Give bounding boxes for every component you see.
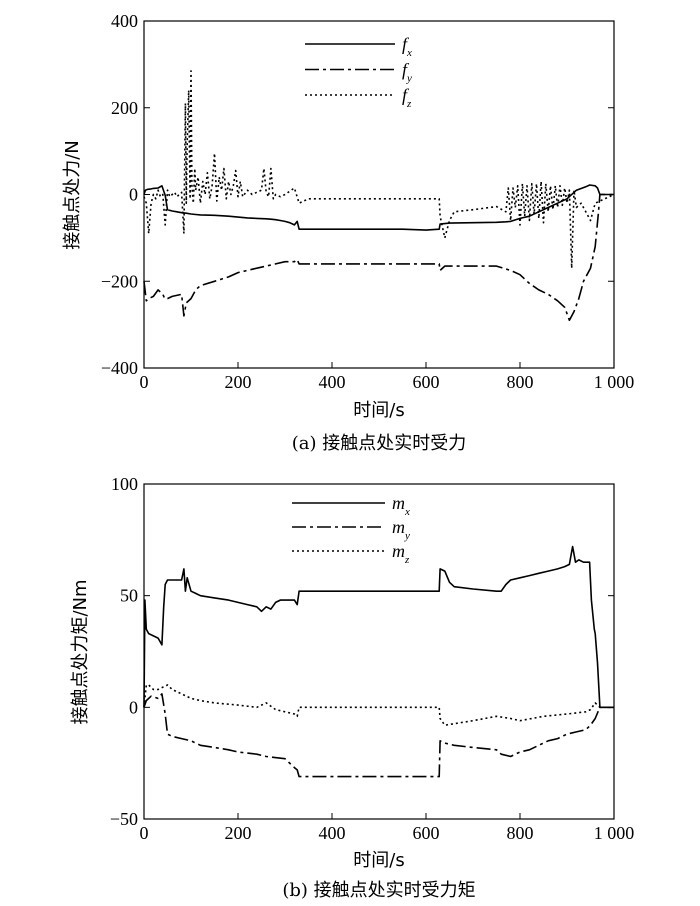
panel-b-series-mx (143, 545, 614, 709)
panel-a-y-axis-label: 接触点处力/N (62, 140, 83, 250)
panel-b-x-tick-label: 400 (319, 823, 346, 843)
panel-b-y-axis-label: 接触点处力矩/Nm (70, 579, 91, 724)
panel-a-x-tick-label: 200 (225, 372, 252, 392)
panel-b-data-layer (143, 545, 614, 778)
panel-a-plot-frame (143, 20, 615, 369)
panel-a-y-tick-label: 200 (111, 98, 138, 118)
panel-b-y-tick-label: 100 (111, 474, 138, 494)
panel-a-x-tick-label: 400 (319, 372, 346, 392)
panel-a-y-tick-label: −400 (101, 358, 138, 378)
panel-b-y-tick-label: 50 (120, 586, 138, 606)
panel-a-legend-label-fy: fy (402, 60, 412, 85)
panel-b-legend-label-mz: mz (392, 541, 410, 566)
panel-a-ticks: 0 200 400 600 800 1 000 −400 −200 0 200 400 (101, 11, 634, 392)
panel-a-y-tick-label: −200 (101, 271, 138, 291)
panel-a-y-tick-label: 400 (111, 11, 138, 31)
panel-b-x-tick-label: 1 000 (594, 823, 635, 843)
panel-b-x-tick-label: 800 (507, 823, 534, 843)
panel-b-legend-label-my: my (392, 517, 410, 542)
panel-b-series-my (143, 693, 614, 778)
panel-a-x-tick-label: 800 (507, 372, 534, 392)
panel-a-data-layer (143, 70, 615, 322)
panel-a-x-axis-label: 时间/s (353, 400, 404, 421)
panel-a-series-fy (143, 193, 614, 322)
panel-a-series-fx (143, 184, 614, 231)
panel-a-legend-label-fz: fz (402, 85, 412, 110)
panel-a-legend-label-fx: fx (402, 34, 412, 59)
panel-b-y-tick-label: −50 (110, 809, 138, 829)
panel-a-x-tick-label: 0 (140, 372, 149, 392)
panel-b-plot-frame (143, 483, 615, 820)
panel-a-x-tick-label: 1 000 (594, 372, 635, 392)
panel-b-x-tick-label: 600 (413, 823, 440, 843)
panel-b-x-axis-label: 时间/s (353, 850, 404, 871)
panel-b-x-tick-label: 0 (140, 823, 149, 843)
panel-a-y-tick-label: 0 (129, 185, 138, 205)
panel-b-legend-label-mx: mx (392, 493, 410, 518)
panel-a: 0 200 400 600 800 1 000 −400 −200 0 200 400 fxfyfz… (62, 11, 634, 454)
panel-b-x-tick-label: 200 (225, 823, 252, 843)
panel-a-x-tick-label: 600 (413, 372, 440, 392)
panel-b-series-mz (143, 684, 614, 726)
panel-b-caption: (b) 接触点处实时受力矩 (282, 880, 475, 901)
panel-a-caption: (a) 接触点处实时受力 (292, 433, 467, 454)
panel-a-series-fz (143, 70, 615, 269)
panel-b-y-tick-label: 0 (129, 697, 138, 717)
